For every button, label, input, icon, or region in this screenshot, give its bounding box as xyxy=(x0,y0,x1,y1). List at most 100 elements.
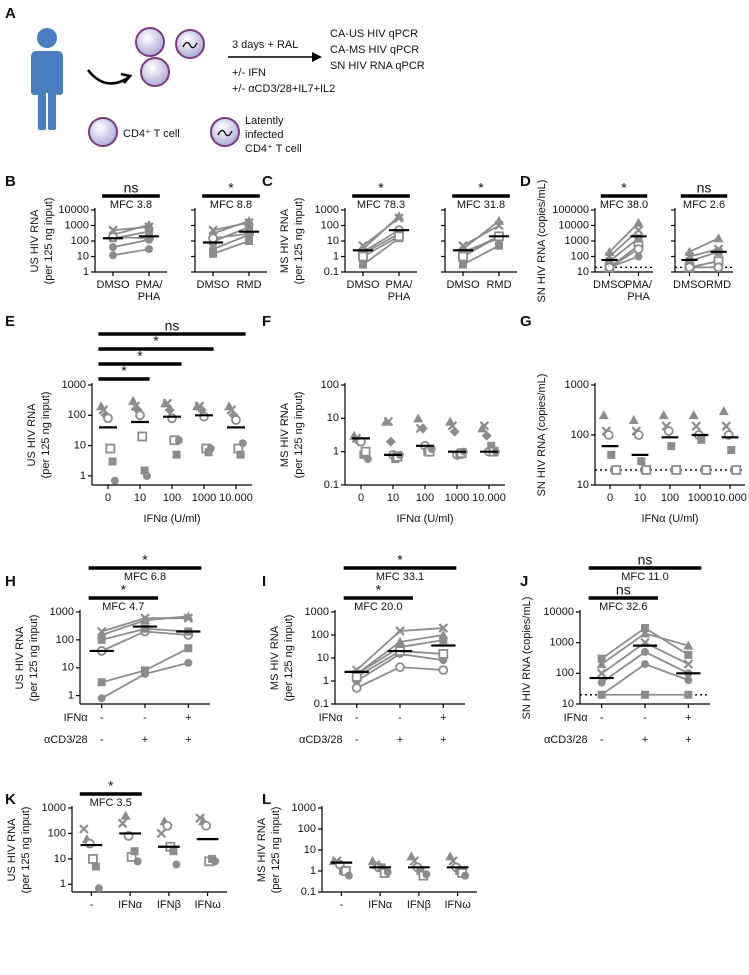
x-tick-label: 100 xyxy=(163,492,181,504)
condition-label: IFNα xyxy=(564,712,589,724)
y-tick-label: 1000 xyxy=(65,219,89,231)
y-axis-label: US HIV RNA xyxy=(6,818,18,882)
donor-line xyxy=(462,244,500,266)
cell-label: Latently xyxy=(245,115,284,127)
point xyxy=(603,430,614,440)
y-axis-label: (per 125 ng input) xyxy=(293,392,305,479)
y-tick-label: 10 xyxy=(327,412,339,424)
x-tick-label: IFNα xyxy=(368,899,393,911)
y-tick-label: 100 xyxy=(56,634,74,646)
point xyxy=(135,410,145,421)
y-tick-label: 1000 xyxy=(565,235,589,247)
point xyxy=(438,649,449,659)
point xyxy=(245,223,253,232)
condition-sign: - xyxy=(100,712,104,724)
donor-line xyxy=(362,215,400,250)
fold-change: MFC 2.6 xyxy=(683,199,725,211)
fold-change: MFC 3.8 xyxy=(110,199,152,211)
x-tick-label: DMSO xyxy=(347,279,380,291)
y-tick-label: 10 xyxy=(62,662,74,674)
x-axis-label: IFNα (U/ml) xyxy=(396,513,453,525)
x-tick-label: PMA/ xyxy=(136,279,164,291)
y-tick-label: 0.1 xyxy=(301,886,316,898)
x-tick-label: IFNω xyxy=(444,899,471,911)
fold-change: MFC 4.7 xyxy=(102,601,144,613)
y-tick-label: 1 xyxy=(310,865,316,877)
condition-label: αCD3/28 xyxy=(299,734,343,746)
significance: ns xyxy=(124,180,139,196)
point xyxy=(684,262,695,273)
condition-sign: - xyxy=(398,712,402,724)
donor-line xyxy=(112,238,150,249)
y-tick-label: 100 xyxy=(571,429,589,441)
y-tick-label: 10 xyxy=(317,652,329,664)
condition-sign: + xyxy=(440,734,446,746)
significance: * xyxy=(478,180,484,196)
y-tick-label: 10 xyxy=(54,853,66,865)
point xyxy=(105,443,116,454)
significance: * xyxy=(378,180,384,196)
point xyxy=(383,416,394,427)
point xyxy=(91,862,100,871)
point xyxy=(140,615,150,625)
x-tick-label: 100 xyxy=(661,492,679,504)
x-tick-label: DMSO xyxy=(673,279,706,291)
panel-letter: B xyxy=(5,173,16,190)
point xyxy=(658,410,669,420)
arrow-head xyxy=(312,52,322,62)
y-tick-label: 1 xyxy=(333,446,339,458)
point xyxy=(494,215,504,225)
condition-sign: + xyxy=(185,712,191,724)
point xyxy=(685,257,694,266)
y-axis-label: SN HIV RNA (copies/mL) xyxy=(536,180,548,303)
point xyxy=(641,624,649,633)
y-tick-label: 10 xyxy=(577,479,589,491)
point xyxy=(231,415,241,425)
cell-label: CD4⁺ T cell xyxy=(245,143,302,155)
donor-line xyxy=(212,240,250,255)
significance: * xyxy=(108,778,114,794)
point xyxy=(445,851,456,861)
point xyxy=(633,217,644,227)
x-tick-label: 0 xyxy=(607,492,613,504)
point xyxy=(97,694,106,703)
point xyxy=(596,668,607,679)
point xyxy=(445,416,456,426)
significance: * xyxy=(142,552,148,568)
point xyxy=(427,445,436,454)
donor-line xyxy=(112,223,150,236)
donor-line xyxy=(608,222,640,253)
x-tick-label: 10 xyxy=(387,492,399,504)
condition-label: IFNα xyxy=(319,712,344,724)
y-tick-label: 100 xyxy=(556,667,574,679)
point xyxy=(358,251,368,262)
point xyxy=(133,857,142,866)
point xyxy=(184,644,193,653)
point xyxy=(110,476,119,485)
donor-line xyxy=(362,235,400,258)
y-tick-label: 0.1 xyxy=(314,698,329,710)
significance: * xyxy=(121,363,127,379)
point xyxy=(208,233,218,244)
point xyxy=(109,251,117,260)
point xyxy=(713,233,724,243)
point xyxy=(385,436,396,447)
point xyxy=(641,647,649,656)
y-tick-label: 1 xyxy=(60,878,66,890)
donor-line xyxy=(112,248,150,257)
condition-sign: + xyxy=(685,734,691,746)
fold-change: MFC 32.6 xyxy=(599,601,647,613)
point xyxy=(183,611,194,621)
point xyxy=(718,406,729,416)
y-tick-label: 1000 xyxy=(62,379,86,391)
y-tick-label: 1 xyxy=(83,266,89,278)
point xyxy=(663,426,674,436)
donor-line xyxy=(212,226,250,243)
donor-line xyxy=(689,237,719,253)
donor-line xyxy=(112,226,150,232)
point xyxy=(236,450,245,459)
significance: ns xyxy=(638,552,653,568)
point xyxy=(117,818,128,829)
point xyxy=(145,227,153,236)
point xyxy=(128,395,139,405)
